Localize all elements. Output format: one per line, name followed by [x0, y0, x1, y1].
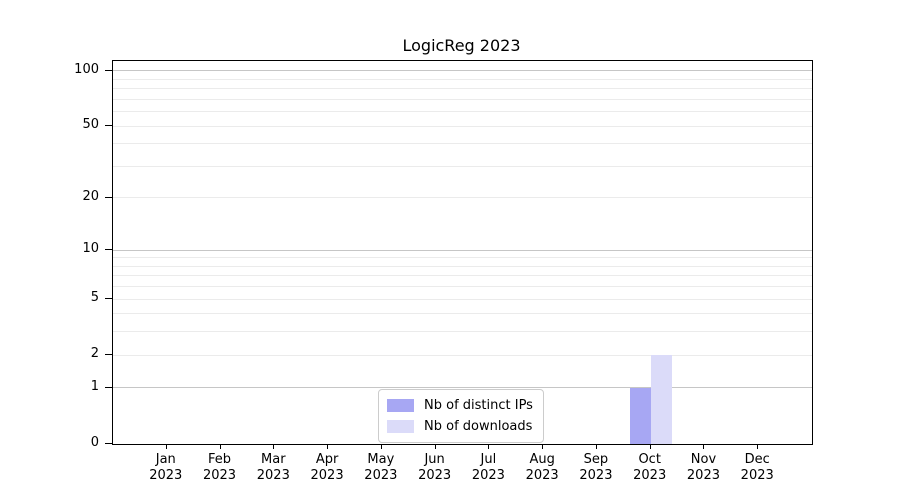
major-gridline: [113, 249, 812, 251]
minor-gridline: [113, 125, 812, 127]
x-tick-mark: [649, 444, 651, 449]
legend-entry-distinct-ips: Nb of distinct IPs: [387, 396, 533, 415]
x-tick-label-month: Aug: [529, 452, 555, 467]
minor-gridline: [113, 313, 812, 315]
minor-gridline: [113, 275, 812, 277]
y-tick-mark: [105, 386, 112, 388]
x-tick-label-year: 2023: [579, 468, 613, 483]
y-tick-mark: [105, 443, 112, 444]
x-tick-mark: [595, 444, 597, 449]
legend: Nb of distinct IPs Nb of downloads: [378, 389, 544, 443]
x-tick-mark: [380, 444, 382, 449]
minor-gridline: [113, 98, 812, 100]
x-tick-label-month: Apr: [315, 452, 339, 467]
major-gridline: [113, 70, 812, 72]
minor-gridline: [113, 354, 812, 356]
x-tick-label-month: Oct: [638, 452, 661, 467]
y-tick-mark: [105, 125, 112, 127]
bar-downloads-oct-2023: [650, 355, 672, 444]
x-tick-mark: [327, 444, 329, 449]
x-tick-label-year: 2023: [471, 468, 505, 483]
minor-gridline: [113, 197, 812, 199]
legend-swatch-downloads: [387, 420, 414, 433]
y-tick-mark: [105, 69, 112, 71]
minor-gridline: [113, 298, 812, 300]
minor-gridline: [113, 331, 812, 333]
x-tick-label-month: Jul: [480, 452, 497, 467]
y-tick-label: 20: [82, 188, 99, 204]
x-tick-mark: [703, 444, 705, 449]
bar-distinct-ips-oct-2023: [629, 387, 651, 444]
x-tick-label-month: Jun: [424, 452, 445, 467]
chart-title: LogicReg 2023: [402, 36, 521, 55]
x-tick-label-month: Sep: [583, 452, 609, 467]
y-tick-mark: [105, 298, 112, 300]
x-tick-label-month: Nov: [690, 452, 717, 467]
minor-gridline: [113, 78, 812, 80]
legend-swatch-distinct-ips: [387, 399, 414, 412]
x-tick-label-year: 2023: [686, 468, 720, 483]
minor-gridline: [113, 88, 812, 90]
legend-label-downloads: Nb of downloads: [424, 419, 533, 434]
y-tick-label: 10: [82, 241, 99, 257]
x-tick-mark: [273, 444, 275, 449]
y-tick-mark: [105, 354, 112, 356]
y-tick-mark: [105, 196, 112, 198]
x-tick-label-year: 2023: [418, 468, 452, 483]
x-tick-label-year: 2023: [364, 468, 398, 483]
plot-area: Nb of distinct IPs Nb of downloads: [112, 60, 813, 445]
x-tick-mark: [165, 444, 167, 449]
x-tick-label-month: Feb: [208, 452, 232, 467]
x-tick-mark: [434, 444, 436, 449]
y-tick-label: 50: [82, 117, 99, 133]
x-tick-label-year: 2023: [149, 468, 183, 483]
x-tick-mark: [488, 444, 490, 449]
major-gridline: [113, 387, 812, 389]
minor-gridline: [113, 257, 812, 259]
y-tick-label: 100: [74, 61, 99, 77]
x-tick-label-year: 2023: [740, 468, 774, 483]
x-tick-label-year: 2023: [310, 468, 344, 483]
x-tick-label-month: May: [367, 452, 395, 467]
x-tick-mark: [542, 444, 544, 449]
x-tick-label-month: Jan: [155, 452, 176, 467]
y-tick-label: 5: [90, 290, 99, 306]
minor-gridline: [113, 165, 812, 167]
minor-gridline: [113, 286, 812, 288]
legend-entry-downloads: Nb of downloads: [387, 417, 533, 436]
minor-gridline: [113, 111, 812, 113]
y-tick-label: 1: [90, 378, 99, 394]
x-tick-label-year: 2023: [633, 468, 667, 483]
x-tick-label-year: 2023: [525, 468, 559, 483]
minor-gridline: [113, 265, 812, 267]
minor-gridline: [113, 143, 812, 145]
x-tick-mark: [219, 444, 221, 449]
x-tick-label-month: Dec: [744, 452, 770, 467]
y-tick-label: 2: [90, 346, 99, 362]
x-tick-label-year: 2023: [202, 468, 237, 483]
legend-label-distinct-ips: Nb of distinct IPs: [424, 398, 533, 413]
x-tick-mark: [757, 444, 759, 449]
y-tick-mark: [105, 249, 112, 251]
y-tick-label: 0: [90, 435, 99, 450]
x-tick-label-year: 2023: [256, 468, 290, 483]
x-tick-label-month: Mar: [261, 452, 286, 467]
